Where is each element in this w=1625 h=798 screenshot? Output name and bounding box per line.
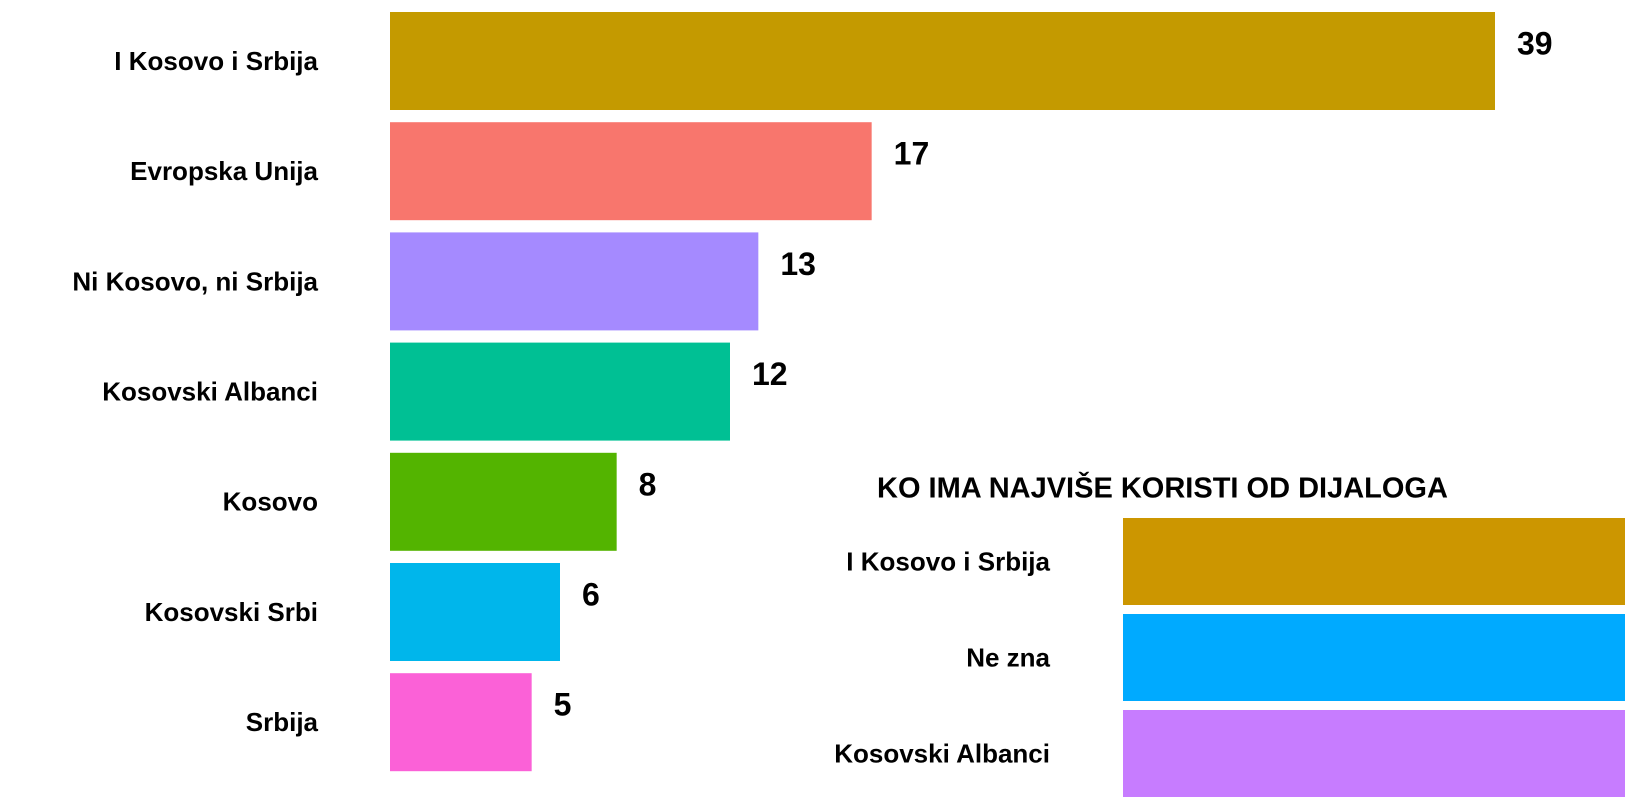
bar [390,563,560,661]
category-label: I Kosovo i Srbija [114,46,318,76]
category-label: Kosovo [223,487,318,517]
bar [1123,518,1625,605]
value-label: 5 [554,687,572,723]
chart-title: KO IMA NAJVIŠE KORISTI OD DIJALOGA [877,471,1448,505]
value-label: 12 [752,356,788,392]
bar [390,673,532,772]
bar [390,12,1495,110]
value-label: 8 [639,466,657,502]
bar [390,122,872,221]
bar [390,342,730,441]
category-label: I Kosovo i Srbija [846,546,1050,576]
category-label: Ne zna [966,642,1050,672]
bar [390,452,617,551]
bar [1123,710,1625,797]
category-label: Evropska Unija [130,156,318,186]
category-label: Kosovski Albanci [102,376,318,406]
bar [390,232,759,331]
category-label: Ni Kosovo, ni Srbija [72,266,318,296]
value-label: 13 [780,246,816,282]
category-label: Kosovski Srbi [145,597,318,627]
category-label: Srbija [246,707,319,737]
category-label: Kosovski Albanci [834,738,1050,768]
value-label: 39 [1517,25,1553,61]
value-label: 6 [582,576,600,612]
value-label: 17 [894,136,930,172]
bar [1123,614,1625,701]
